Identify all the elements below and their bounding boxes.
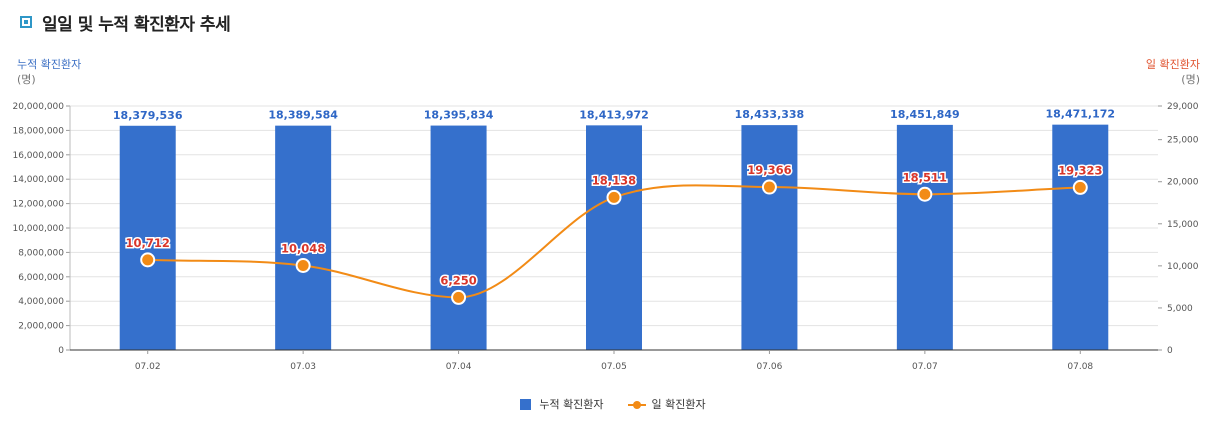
bar-value-label: 18,389,584 (268, 109, 338, 122)
left-tick-label: 4,000,000 (18, 297, 64, 307)
line-point (917, 186, 933, 202)
right-tick-label: 29,000 (1167, 102, 1199, 112)
bar-series (119, 124, 1109, 351)
line-value-label: 18,138 (592, 173, 636, 187)
x-tick-label: 07.04 (446, 362, 472, 372)
left-tick-label: 2,000,000 (18, 322, 64, 332)
legend-label-daily: 일 확진환자 (651, 398, 706, 411)
left-tick-label: 10,000,000 (12, 224, 64, 234)
left-tick-label: 6,000,000 (18, 273, 64, 283)
bar-value-label: 18,379,536 (113, 109, 183, 122)
line-value-label: 18,511 (903, 170, 947, 184)
line-value-label: 10,712 (126, 236, 170, 250)
right-axis-label: 일 확진환자 (1145, 58, 1200, 71)
left-tick-label: 8,000,000 (18, 248, 64, 258)
right-tick-label: 25,000 (1167, 136, 1199, 146)
bar-value-label: 18,471,172 (1045, 108, 1115, 121)
left-tick-label: 20,000,000 (12, 102, 64, 112)
square-bullet-icon (20, 16, 32, 28)
x-tick-label: 07.06 (757, 362, 783, 372)
left-axis-label: 누적 확진환자 (17, 58, 82, 71)
line-point (606, 189, 622, 205)
line-swatch-icon (627, 399, 646, 410)
bar (430, 125, 487, 350)
right-tick-label: 5,000 (1167, 304, 1193, 314)
left-tick-label: 18,000,000 (12, 126, 64, 136)
bar-swatch-icon (520, 398, 532, 410)
line-point (451, 289, 467, 305)
legend-item-cumulative[interactable]: 누적 확진환자 (520, 396, 604, 412)
line-value-label: 6,250 (440, 273, 476, 287)
line-value-label: 10,048 (281, 241, 325, 255)
line-value-label: 19,366 (747, 163, 791, 177)
left-tick-label: 16,000,000 (12, 151, 64, 161)
line-point (1072, 179, 1088, 195)
line-value-label: 19,323 (1058, 163, 1102, 177)
left-tick-label: 14,000,000 (12, 175, 64, 185)
right-tick-label: 15,000 (1167, 220, 1199, 230)
right-axis-unit: (명) (1181, 73, 1200, 86)
line-series (140, 179, 1088, 305)
line-point (140, 252, 156, 268)
bar (586, 125, 642, 350)
legend: 누적 확진환자 일 확진환자 (0, 396, 1226, 412)
x-tick-label: 07.03 (290, 362, 316, 372)
bar (741, 125, 798, 350)
bar (275, 125, 332, 351)
left-tick-label: 0 (58, 346, 64, 356)
right-tick-label: 0 (1167, 346, 1173, 356)
line-point (295, 257, 311, 273)
bar-value-label: 18,413,972 (579, 108, 649, 121)
legend-item-daily[interactable]: 일 확진환자 (627, 396, 706, 412)
x-tick-label: 07.07 (912, 362, 938, 372)
left-tick-label: 12,000,000 (12, 200, 64, 210)
legend-label-cumulative: 누적 확진환자 (539, 398, 604, 411)
right-tick-label: 10,000 (1167, 262, 1199, 272)
bar-value-label: 18,451,849 (890, 108, 960, 121)
bar (119, 125, 176, 351)
x-tick-label: 07.08 (1067, 362, 1093, 372)
x-tick-label: 07.02 (135, 362, 161, 372)
bar (896, 124, 953, 350)
bar (1052, 124, 1109, 350)
bar-value-label: 18,395,834 (424, 109, 494, 122)
chart-title: 일일 및 누적 확진환자 추세 (20, 10, 231, 35)
right-tick-label: 20,000 (1167, 178, 1199, 188)
chart-title-text: 일일 및 누적 확진환자 추세 (42, 14, 231, 35)
x-tick-label: 07.05 (601, 362, 627, 372)
line-point (761, 179, 777, 195)
data-labels: 18,379,536 18,389,584 18,395,834 18,413,972… (113, 108, 1115, 289)
left-axis-unit: (명) (17, 73, 36, 86)
axes: 0 2,000,000 4,000,000 6,000,000 8,000,000 10,… (12, 102, 1198, 372)
bar-value-label: 18,433,338 (735, 108, 805, 121)
